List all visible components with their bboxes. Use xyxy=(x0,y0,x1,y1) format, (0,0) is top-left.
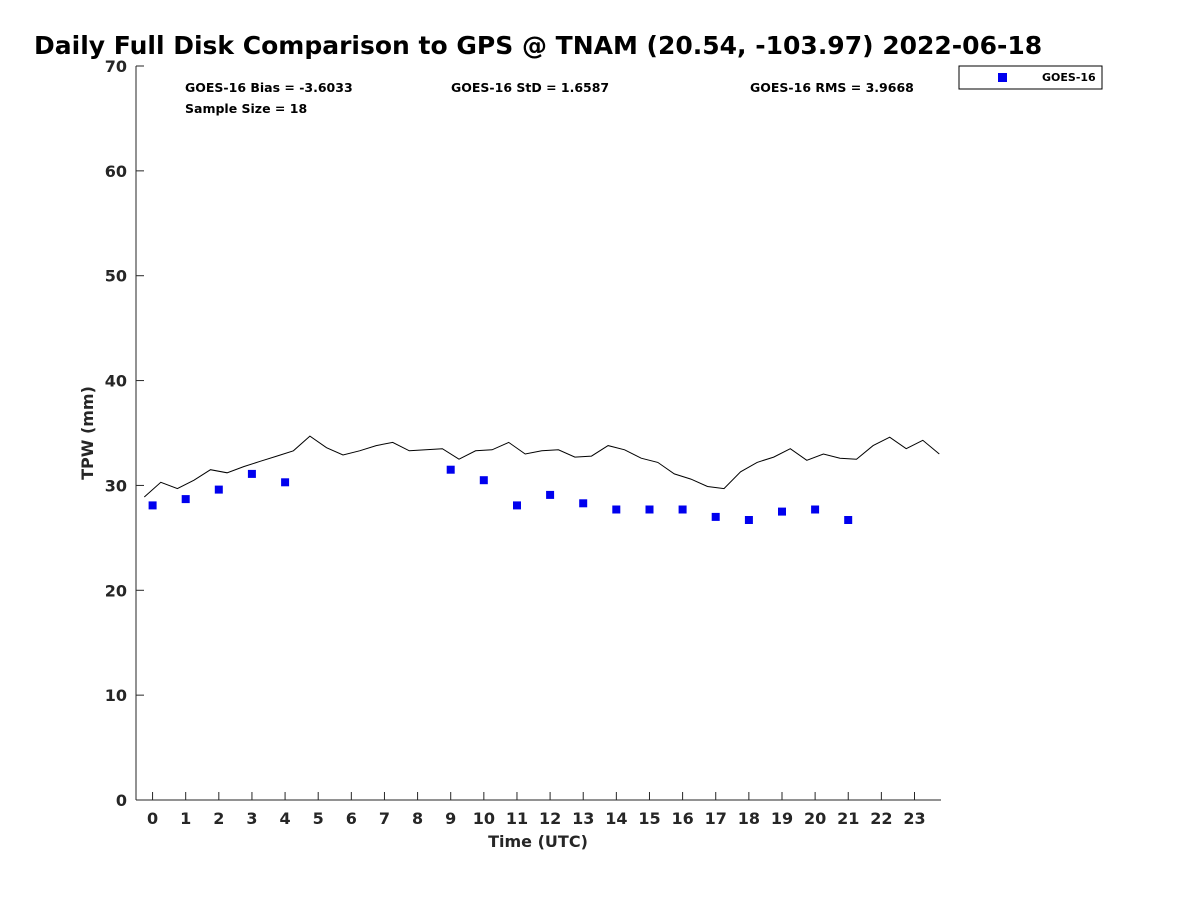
data-point xyxy=(811,505,820,514)
legend-label-goes16: GOES-16 xyxy=(1042,71,1096,84)
data-point xyxy=(612,505,621,514)
y-tick-label: 0 xyxy=(116,791,127,810)
x-tick-label: 6 xyxy=(346,809,357,828)
data-point xyxy=(281,478,290,487)
x-tick-label: 23 xyxy=(903,809,925,828)
x-tick-label: 17 xyxy=(705,809,727,828)
x-tick-label: 10 xyxy=(473,809,495,828)
x-tick-label: 11 xyxy=(506,809,528,828)
y-tick-label: 20 xyxy=(105,581,127,600)
data-point xyxy=(579,499,588,508)
y-tick-label: 40 xyxy=(105,372,127,391)
x-tick-label: 7 xyxy=(379,809,390,828)
std-stat: GOES-16 StD = 1.6587 xyxy=(451,80,609,95)
x-tick-label: 19 xyxy=(771,809,793,828)
data-point xyxy=(247,469,256,478)
x-tick-label: 9 xyxy=(445,809,456,828)
data-point xyxy=(778,507,786,516)
x-tick-label: 12 xyxy=(539,809,561,828)
legend: GOES-16 xyxy=(958,65,1103,90)
x-tick-label: 14 xyxy=(605,809,627,828)
y-axis-label: TPW (mm) xyxy=(78,386,97,480)
data-point xyxy=(546,490,555,499)
data-point xyxy=(181,495,190,504)
data-point xyxy=(645,505,654,514)
y-tick-label: 50 xyxy=(105,267,127,286)
x-tick-label: 16 xyxy=(671,809,693,828)
x-tick-label: 20 xyxy=(804,809,826,828)
x-tick-label: 13 xyxy=(572,809,594,828)
data-point xyxy=(513,501,521,510)
x-tick-label: 4 xyxy=(280,809,291,828)
x-tick-label: 8 xyxy=(412,809,423,828)
bias-stat: GOES-16 Bias = -3.6033 xyxy=(185,80,353,95)
x-tick-label: 22 xyxy=(870,809,892,828)
data-point xyxy=(744,516,753,524)
x-tick-label: 0 xyxy=(147,809,158,828)
x-tick-label: 2 xyxy=(213,809,224,828)
goes16-scatter-series xyxy=(148,465,853,524)
data-point xyxy=(148,501,157,510)
y-tick-label: 70 xyxy=(105,57,127,76)
x-tick-label: 15 xyxy=(638,809,660,828)
data-point xyxy=(214,485,223,494)
x-tick-label: 5 xyxy=(313,809,324,828)
legend-marker-goes16 xyxy=(998,73,1007,82)
data-point xyxy=(678,505,687,514)
data-point xyxy=(844,516,853,524)
x-tick-label: 18 xyxy=(738,809,760,828)
x-tick-label: 21 xyxy=(837,809,859,828)
legend-box xyxy=(958,65,1103,90)
y-tick-label: 60 xyxy=(105,162,127,181)
data-point xyxy=(479,476,488,485)
data-point xyxy=(711,512,720,521)
x-axis-label: Time (UTC) xyxy=(488,832,588,851)
chart-title: Daily Full Disk Comparison to GPS @ TNAM… xyxy=(34,31,1042,60)
data-point xyxy=(446,465,455,474)
x-tick-label: 3 xyxy=(246,809,257,828)
sample-size-stat: Sample Size = 18 xyxy=(185,101,307,116)
y-tick-label: 10 xyxy=(105,686,127,705)
gps-line xyxy=(143,435,940,498)
gps-line-series xyxy=(143,435,940,498)
x-tick-label: 1 xyxy=(180,809,191,828)
rms-stat: GOES-16 RMS = 3.9668 xyxy=(750,80,914,95)
y-tick-label: 30 xyxy=(105,476,127,495)
